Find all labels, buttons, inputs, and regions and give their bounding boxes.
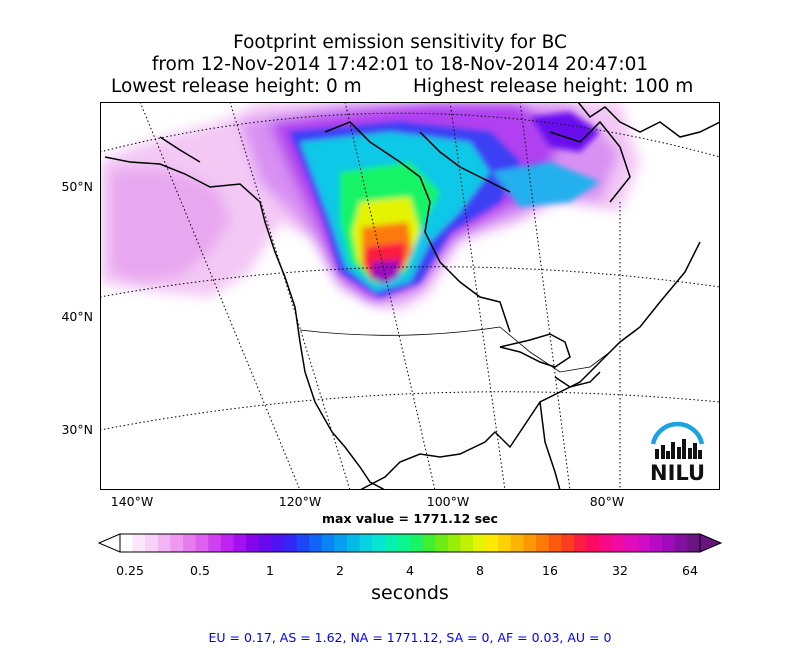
colorbar-under-arrow <box>98 533 121 553</box>
colorbar-segment <box>296 534 310 552</box>
colorbar-tick-label: 1 <box>266 563 274 578</box>
logo-bar <box>682 439 686 459</box>
logo-bar <box>698 450 702 459</box>
colorbar-segment <box>548 534 562 552</box>
logo-bar <box>688 448 692 459</box>
colorbar <box>98 533 722 553</box>
colorbar-segment <box>309 534 323 552</box>
colorbar-segment <box>510 534 525 552</box>
great-lakes <box>499 333 601 388</box>
colorbar-segment <box>384 534 398 552</box>
sensitivity-field <box>100 102 640 312</box>
lon-label: 140°W <box>110 494 154 509</box>
colorbar-segment <box>246 534 260 552</box>
colorbar-tick-label: 16 <box>542 563 558 578</box>
logo-bar <box>677 447 681 459</box>
lon-label: 120°W <box>278 494 322 509</box>
colorbar-segment <box>346 534 361 552</box>
colorbar-segment <box>586 534 600 552</box>
colorbar-segment <box>195 534 209 552</box>
highest-release-height: Highest release height: 100 m <box>413 76 694 97</box>
colorbar-over-arrow <box>699 533 722 553</box>
lon-label: 80°W <box>589 494 625 509</box>
logo-bar <box>693 443 697 459</box>
colorbar-segment <box>662 534 676 552</box>
max-value: max value = 1771.12 sec <box>322 511 498 526</box>
colorbar-segment <box>145 534 159 552</box>
colorbar-segment <box>599 534 613 552</box>
colorbar-tick-label: 64 <box>682 563 698 578</box>
colorbar-label: seconds <box>371 582 449 604</box>
colorbar-segment <box>624 534 638 552</box>
colorbar-segment <box>397 534 411 552</box>
footprint-map: NILU <box>100 102 720 490</box>
nilu-logo: NILU <box>650 421 705 485</box>
colorbar-segment <box>334 534 348 552</box>
lat-label: 30°N <box>61 422 93 437</box>
colorbar-segment <box>258 534 272 552</box>
title-line-2: from 12-Nov-2014 17:42:01 to 18-Nov-2014… <box>151 54 649 75</box>
coastlines <box>104 102 720 490</box>
lat-label: 50°N <box>61 179 93 194</box>
lat-label: 40°N <box>61 309 93 324</box>
colorbar-segment <box>485 534 499 552</box>
colorbar-tick-label: 32 <box>612 563 628 578</box>
country-border <box>299 326 611 373</box>
colorbar-frame <box>119 533 701 553</box>
logo-bar <box>661 445 665 459</box>
colorbar-segment <box>183 534 197 552</box>
colorbar-segment <box>561 534 575 552</box>
logo-skyline <box>655 439 702 459</box>
lowest-release-height: Lowest release height: 0 m <box>111 76 362 97</box>
colorbar-segment <box>157 534 172 552</box>
colorbar-segment <box>283 534 298 552</box>
colorbar-segment <box>132 534 146 552</box>
logo-bar <box>666 451 670 459</box>
colorbar-segment <box>573 534 588 552</box>
colorbar-segment <box>649 534 663 552</box>
colorbar-segment <box>498 534 512 552</box>
colorbar-segment <box>611 534 625 552</box>
logo-bar <box>655 449 659 459</box>
colorbar-segment <box>208 534 222 552</box>
colorbar-segment <box>233 534 247 552</box>
colorbar-tick-label: 0.5 <box>190 563 210 578</box>
colorbar-segment <box>435 534 449 552</box>
colorbar-segment <box>536 534 550 552</box>
logo-bar <box>671 442 675 459</box>
logo-text: NILU <box>650 461 705 485</box>
colorbar-segment <box>372 534 386 552</box>
colorbar-segment <box>220 534 235 552</box>
colorbar-tick-label: 0.25 <box>116 563 144 578</box>
colorbar-segment <box>321 534 335 552</box>
colorbar-segment <box>271 534 285 552</box>
colorbar-tick-label: 4 <box>406 563 414 578</box>
colorbar-segment <box>447 534 462 552</box>
colorbar-segment <box>120 534 134 552</box>
colorbar-segment <box>422 534 436 552</box>
colorbar-segment <box>523 534 537 552</box>
colorbar-tick-label: 8 <box>476 563 484 578</box>
colorbar-segment <box>460 534 474 552</box>
colorbar-segment <box>687 534 701 552</box>
colorbar-tick-label: 2 <box>336 563 344 578</box>
colorbar-segment <box>674 534 688 552</box>
region-summary: EU = 0.17, AS = 1.62, NA = 1771.12, SA =… <box>208 630 612 645</box>
colorbar-segment <box>636 534 651 552</box>
logo-arc <box>650 421 705 445</box>
colorbar-segment <box>410 534 424 552</box>
title-line-1: Footprint emission sensitivity for BC <box>233 32 567 53</box>
colorbar-segment <box>170 534 184 552</box>
lon-label: 100°W <box>426 494 470 509</box>
colorbar-segment <box>359 534 373 552</box>
colorbar-segment <box>473 534 487 552</box>
